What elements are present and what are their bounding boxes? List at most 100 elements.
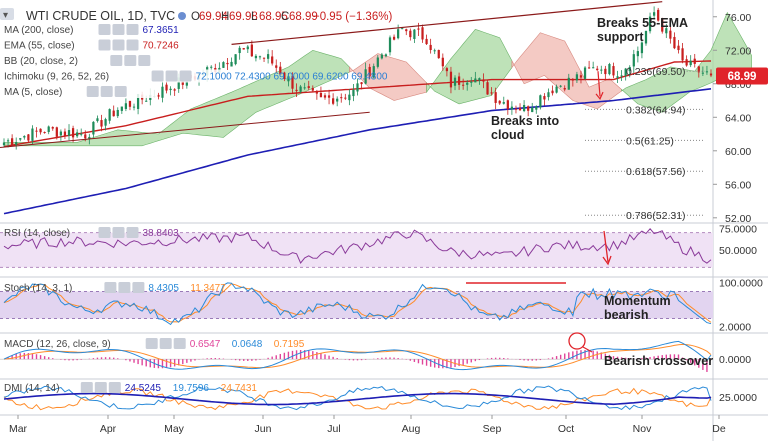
legend-value: 67.3651 (143, 25, 180, 36)
candle-body (608, 64, 611, 75)
candle-body (661, 18, 664, 32)
candle-body (35, 130, 38, 132)
eye-icon[interactable] (110, 55, 123, 66)
candle-body (299, 86, 302, 92)
panel-legend-label: RSI (14, close) (4, 228, 70, 239)
stoch-band (0, 291, 713, 319)
legend-label: BB (20, close, 2) (4, 56, 78, 67)
candle-body (169, 88, 172, 91)
legend-label: MA (5, close) (4, 87, 62, 98)
close-icon[interactable] (114, 86, 127, 97)
candle-body (262, 57, 266, 59)
close-icon[interactable] (126, 39, 139, 51)
candle-body (445, 68, 449, 72)
close-icon[interactable] (138, 55, 151, 66)
settings-icon[interactable] (165, 70, 178, 82)
eye-icon[interactable] (98, 24, 111, 35)
close-icon[interactable] (132, 282, 145, 293)
candle-body (592, 67, 595, 69)
close-icon[interactable] (126, 24, 139, 35)
settings-icon[interactable] (118, 282, 131, 293)
stoch-tick-label: 100.0000 (719, 278, 763, 290)
ohlc-label: C (281, 11, 289, 23)
candle-body (531, 107, 534, 113)
collapse-icon[interactable] (0, 8, 14, 20)
candle-body (348, 94, 351, 101)
ohlc-value: 69.94 (199, 11, 228, 23)
last-price-badge (716, 67, 768, 85)
price-change: −0.95 (−1.36%) (313, 11, 392, 23)
candle-body (437, 49, 440, 59)
time-tick-label: Mar (9, 423, 28, 435)
candle-body (620, 75, 623, 77)
candle-body (628, 67, 631, 72)
candle-body (47, 126, 50, 132)
candle-body (429, 44, 432, 51)
eye-icon[interactable] (104, 282, 117, 293)
eye-icon[interactable] (145, 338, 158, 349)
close-icon[interactable] (126, 227, 139, 238)
settings-icon[interactable] (159, 338, 172, 349)
eye-icon[interactable] (98, 39, 111, 51)
settings-icon[interactable] (100, 86, 113, 97)
status-dot-icon (178, 12, 186, 20)
candle-body (336, 98, 339, 102)
panel-legend-value: 24.7431 (221, 383, 258, 394)
eye-icon[interactable] (98, 227, 111, 238)
candle-body (486, 82, 489, 95)
candle-body (311, 88, 314, 91)
legend-value: 70.7246 (143, 41, 180, 52)
symbol-title: WTI CRUDE OIL, 1D, TVC (26, 9, 175, 23)
settings-icon[interactable] (124, 55, 137, 66)
panel-legend-value: 24.5245 (125, 383, 162, 394)
panel-legend-label: MACD (12, 26, close, 9) (4, 339, 111, 350)
candle-body (522, 105, 526, 112)
candle-body (132, 106, 136, 108)
candle-body (19, 138, 22, 140)
candle-body (266, 54, 270, 59)
settings-icon[interactable] (112, 24, 125, 35)
candle-body (63, 131, 67, 136)
settings-icon[interactable] (112, 39, 125, 51)
candle-body (624, 68, 627, 76)
time-tick-label: De (712, 423, 726, 435)
time-tick-label: Jun (255, 423, 272, 435)
candle-body (6, 140, 10, 142)
time-tick-label: Sep (483, 423, 502, 435)
price-tick-label: 60.00 (725, 146, 751, 158)
candle-body (644, 30, 648, 44)
candle-body (2, 142, 6, 146)
settings-icon[interactable] (94, 382, 107, 393)
ohlc-label: H (221, 11, 229, 23)
candle-body (84, 134, 87, 139)
close-icon[interactable] (173, 338, 186, 349)
close-icon[interactable] (108, 382, 121, 393)
candle-body (551, 90, 554, 94)
close-icon[interactable] (179, 70, 192, 82)
candle-body (279, 66, 282, 75)
candle-body (547, 92, 550, 98)
eye-icon[interactable] (86, 86, 99, 97)
candle-body (701, 72, 704, 74)
ohlc-value: 69.98 (229, 11, 258, 23)
eye-icon[interactable] (151, 70, 164, 82)
eye-icon[interactable] (80, 382, 93, 393)
rsi-tick-label: 75.0000 (719, 223, 757, 235)
candle-body (587, 67, 591, 69)
candle-body (709, 73, 713, 76)
candle-body (689, 60, 692, 66)
crossover-circle (568, 332, 586, 350)
ohlc-value: 68.99 (289, 11, 318, 23)
arrow-head (595, 91, 604, 100)
settings-icon[interactable] (112, 227, 125, 238)
rsi-band (0, 232, 713, 268)
candle-body (291, 76, 294, 89)
macd-tick-label: 0.0000 (719, 354, 751, 366)
candle-body (506, 100, 509, 110)
panel-legend-value: 0.6547 (190, 339, 221, 350)
candle-body (327, 95, 331, 98)
stoch-tick-label: 2.0000 (719, 322, 751, 334)
candle-body (177, 77, 180, 89)
